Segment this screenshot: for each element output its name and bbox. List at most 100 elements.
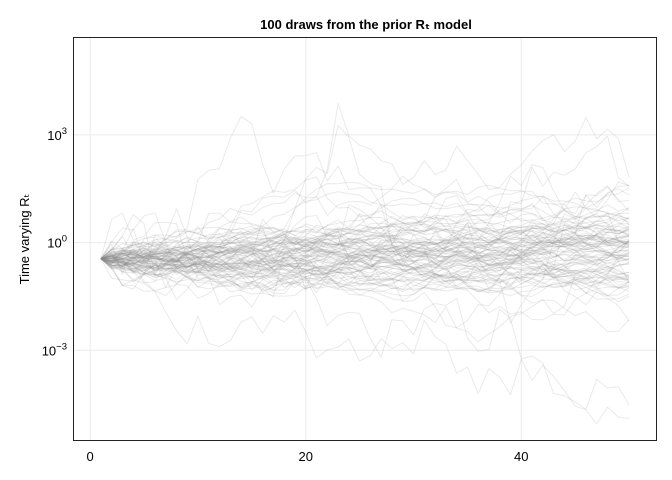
draw-line [100,238,630,266]
draw-line [100,185,630,292]
draw-line [100,257,630,297]
draw-line [100,235,630,273]
draw-line [100,247,630,277]
draw-line [100,224,630,260]
draw-line [100,207,630,261]
draw-line [100,214,630,291]
draw-line [100,252,630,329]
draw-line [100,246,630,281]
draw-line [100,226,630,277]
draw-line [100,234,630,268]
draw-line [100,255,630,292]
draw-line [100,222,630,272]
draw-line [100,257,630,303]
draw-line [100,225,630,260]
draw-line [100,181,630,262]
plot-frame [73,37,657,441]
draw-line [100,184,630,284]
draw-line [100,237,630,290]
draw-line [100,258,630,425]
draw-line [100,227,630,282]
draw-line [100,246,630,333]
draw-line [100,175,630,263]
draw-line [100,239,630,265]
draw-line [100,250,630,280]
draw-line [100,223,630,281]
x-tick-label: 40 [514,449,528,464]
draw-line [100,234,630,278]
draw-line [100,215,630,262]
draw-line [100,253,630,280]
draw-line [100,212,630,263]
draw-line [100,191,630,260]
draw-line [100,252,630,343]
draw-line [100,181,630,272]
draw-line [100,176,630,280]
draw-line [100,207,630,267]
draw-line [100,245,630,279]
draw-line [100,246,630,291]
draw-line [100,208,630,410]
draw-line [100,234,630,285]
draw-line [100,240,630,281]
draw-line [100,248,630,321]
draw-line [100,115,630,324]
draw-line [100,226,630,292]
draw-line [100,244,630,284]
draw-line [100,233,630,276]
draw-line [100,195,630,260]
draw-line [100,251,630,285]
draw-line [100,240,630,276]
y-axis-label: Time varying Rₜ [17,193,32,284]
draw-line [100,243,630,290]
draw-line [100,229,630,278]
draw-line [100,241,630,269]
draw-line [100,236,630,322]
draw-line [100,231,630,260]
draw-line [100,233,630,266]
draw-line [100,208,630,266]
draw-line [100,258,630,300]
draw-line [100,234,630,273]
chart-title: 100 draws from the prior Rₜ model [260,17,472,32]
draw-line [100,220,630,269]
draw-line [100,258,630,297]
draw-line [100,242,630,280]
draw-line [100,135,630,308]
draw-line [100,239,630,282]
y-tick-label: 100 [47,234,67,251]
draw-line [100,244,630,295]
y-axis-ticks: 103 100 10−3 [42,126,67,358]
x-tick-label: 0 [87,449,94,464]
grid [74,38,656,440]
draw-line [100,102,630,301]
draw-line [100,236,630,279]
draw-line [100,212,630,273]
draw-line [100,232,630,262]
draw-line [100,224,630,260]
draw-line [100,222,630,272]
draw-line [100,240,630,299]
y-tick-label: 103 [47,126,67,143]
series-lines [100,102,630,425]
draw-line [100,213,630,265]
draw-line [100,215,630,264]
x-tick-label: 20 [298,449,312,464]
draw-line [100,124,630,288]
draw-line [100,258,630,292]
draw-line [100,235,630,289]
draw-line [100,222,630,263]
draw-line [100,251,630,288]
draw-line [100,224,630,267]
draw-line [100,198,630,260]
draw-line [100,239,630,275]
draw-line [100,164,630,293]
draw-line [100,223,630,291]
draw-line [100,233,630,263]
draw-line [100,212,630,278]
draw-line [100,241,630,290]
draw-line [100,230,630,281]
draw-line [100,235,630,292]
draw-line [100,188,630,272]
draw-line [100,238,630,279]
